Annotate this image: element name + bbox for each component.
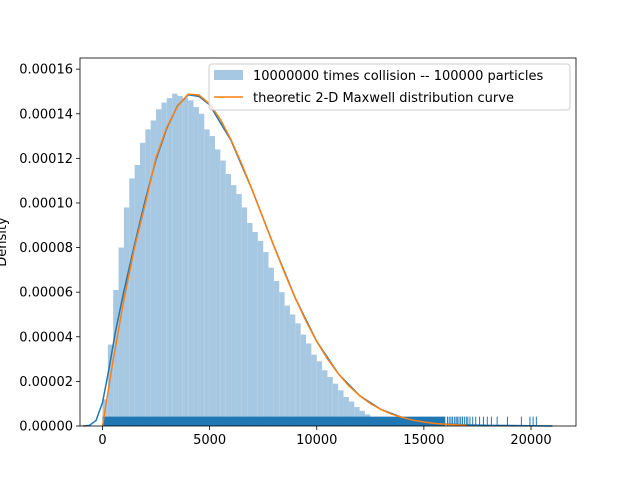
plot-area: [83, 93, 553, 427]
histogram-bar: [289, 314, 296, 426]
plot-frame: [79, 57, 577, 427]
histogram-bar: [156, 109, 162, 426]
theory-curve: [101, 93, 467, 427]
y-tick-label: 0.00008: [19, 241, 73, 256]
legend-label-theory: theoretic 2-D Maxwell distribution curve: [253, 91, 514, 106]
y-tick-label: 0.00014: [19, 107, 73, 122]
histogram-bar: [204, 129, 210, 426]
histogram-bar: [150, 120, 157, 426]
histogram-bar: [123, 207, 130, 426]
x-tick-label: 15000: [403, 433, 444, 448]
histogram-bar: [145, 129, 151, 426]
histogram-bar: [236, 194, 242, 426]
histogram-bar: [263, 252, 269, 426]
histogram-bar: [332, 383, 339, 426]
histogram-bar: [129, 178, 135, 426]
histogram-bar: [338, 390, 344, 426]
y-tick-label: 0.00000: [19, 420, 73, 435]
histogram-bar: [182, 98, 189, 427]
histogram-bar: [177, 95, 183, 426]
histogram-bar: [166, 98, 173, 427]
x-tick-label: 10000: [296, 433, 337, 448]
histogram-bar: [306, 343, 312, 426]
histogram-bar: [209, 136, 215, 426]
histogram-bar: [257, 240, 264, 426]
histogram-bar: [279, 292, 285, 426]
histogram-bar: [231, 185, 237, 426]
rug-band: [102, 416, 446, 426]
histogram-bar: [252, 231, 258, 426]
histogram-bar: [139, 142, 146, 426]
histogram-bar: [343, 397, 349, 426]
histogram-bar: [354, 407, 360, 426]
axes: 0 5000 10000 15000 20000 0.00000 0.00002 0.0000…: [19, 57, 577, 448]
legend-box: [208, 63, 571, 111]
y-tick-label: 0.00002: [19, 375, 73, 390]
histogram-bar: [161, 102, 167, 426]
histogram-bar: [225, 173, 232, 426]
histogram-bar: [316, 361, 323, 426]
y-tick-label: 0.00016: [19, 63, 73, 78]
histogram-bar: [134, 165, 140, 426]
histogram-bar: [188, 100, 194, 426]
histogram-bar: [273, 281, 280, 426]
histogram-bar: [118, 247, 124, 426]
x-tick-label: 0: [98, 433, 106, 448]
legend-label-histogram: 10000000 times collision -- 100000 parti…: [253, 69, 544, 84]
histogram-bar: [348, 401, 355, 426]
histogram-bar: [172, 93, 178, 426]
histogram-bar: [214, 149, 221, 426]
y-tick-label: 0.00010: [19, 196, 73, 211]
legend: 10000000 times collision -- 100000 parti…: [208, 63, 571, 111]
histogram-bar: [113, 289, 119, 426]
histogram-bar: [284, 305, 290, 426]
histogram-bar: [322, 370, 328, 426]
histogram-bar: [247, 223, 253, 426]
x-tick-label: 5000: [193, 433, 226, 448]
histogram-bar: [107, 344, 114, 426]
x-tick-label: 20000: [510, 433, 551, 448]
y-tick-label: 0.00006: [19, 286, 73, 301]
histogram-bar: [327, 376, 333, 426]
histogram-bar: [300, 334, 307, 426]
histogram-bar: [311, 354, 317, 426]
histogram-bar: [268, 267, 274, 426]
histogram-bar: [193, 107, 199, 427]
histogram-bar: [198, 113, 205, 427]
legend-swatch-histogram: [214, 70, 243, 80]
y-tick-label: 0.00004: [19, 330, 73, 345]
histogram-bar: [241, 207, 248, 426]
histogram-bar: [295, 323, 301, 426]
y-axis-label: Density: [0, 217, 10, 267]
y-tick-label: 0.00012: [19, 152, 73, 167]
histogram-bar: [220, 160, 226, 426]
